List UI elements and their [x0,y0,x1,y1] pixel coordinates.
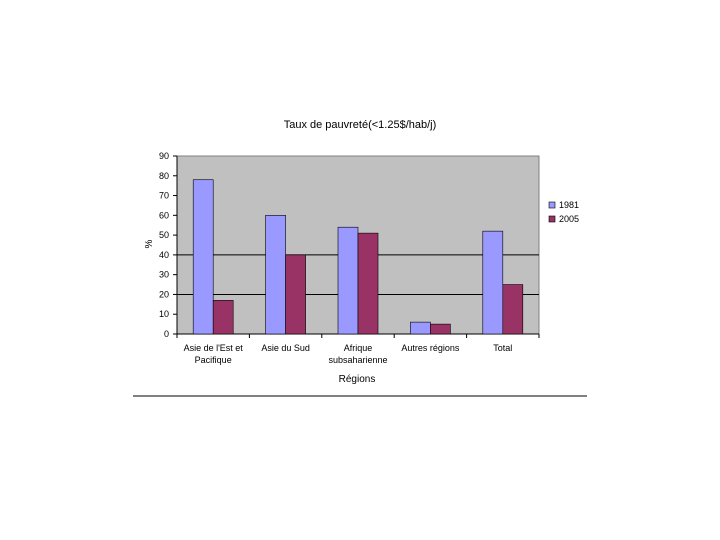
plot-area: 0 10 20 30 40 50 60 70 80 90 Asie de l'Est et Pacif… [159,151,540,365]
legend-swatch-2005 [548,215,556,223]
x-category-label: Total [493,343,512,353]
y-tick-label: 0 [164,329,169,339]
y-tick-label: 40 [159,250,169,260]
x-category-label: Asie de l'Est et Pacifique [184,343,244,365]
y-tick-label: 70 [159,191,169,201]
legend-swatch-1981 [548,201,556,209]
legend: 1981 2005 [545,196,587,230]
x-axis-title: Régions [339,374,376,385]
bar-1981 [265,215,286,335]
bar-2005 [212,300,234,335]
bar-1981 [410,321,431,335]
bar-1981 [192,179,214,335]
bar-2005 [357,232,379,335]
bar-2005 [285,254,306,335]
bar-2005 [502,284,524,335]
x-category-label: Afrique subsaharienne [328,343,387,365]
y-tick-label: 20 [159,289,169,299]
bar-1981 [337,226,359,335]
x-category-label: Autres régions [401,343,460,353]
bar-1981 [482,230,504,335]
y-tick-label: 10 [159,309,169,319]
y-tick-label: 50 [159,230,169,240]
y-tick-label: 90 [159,151,169,161]
chart-title: Taux de pauvreté(<1.25$/hab/j) [284,119,437,131]
y-axis-title: % [144,239,155,248]
bar-2005 [430,323,451,335]
legend-label-2005: 2005 [559,214,579,224]
legend-label-1981: 1981 [559,200,579,210]
y-tick-label: 30 [159,270,169,280]
y-tick-label: 80 [159,171,169,181]
legend-box [545,196,587,230]
x-category-label: Asie du Sud [261,343,310,353]
y-tick-label: 60 [159,210,169,220]
